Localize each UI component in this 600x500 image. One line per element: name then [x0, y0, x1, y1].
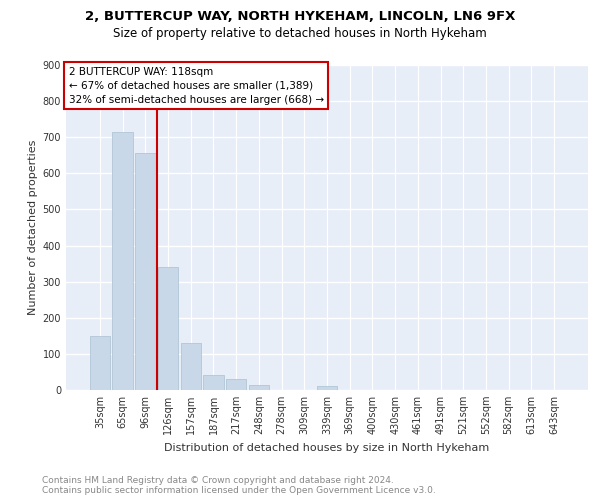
Bar	[248, 386, 269, 390]
Bar	[90, 336, 110, 390]
Y-axis label: Number of detached properties: Number of detached properties	[28, 140, 38, 315]
Text: 2, BUTTERCUP WAY, NORTH HYKEHAM, LINCOLN, LN6 9FX: 2, BUTTERCUP WAY, NORTH HYKEHAM, LINCOLN…	[85, 10, 515, 23]
Bar	[158, 267, 178, 390]
Text: 2 BUTTERCUP WAY: 118sqm
← 67% of detached houses are smaller (1,389)
32% of semi: 2 BUTTERCUP WAY: 118sqm ← 67% of detache…	[68, 66, 324, 104]
Text: Contains public sector information licensed under the Open Government Licence v3: Contains public sector information licen…	[42, 486, 436, 495]
Bar	[112, 132, 133, 390]
Text: Size of property relative to detached houses in North Hykeham: Size of property relative to detached ho…	[113, 28, 487, 40]
Bar	[226, 379, 247, 390]
Bar	[203, 375, 224, 390]
Bar	[181, 343, 201, 390]
Bar	[317, 386, 337, 390]
Bar	[135, 154, 155, 390]
Text: Contains HM Land Registry data © Crown copyright and database right 2024.: Contains HM Land Registry data © Crown c…	[42, 476, 394, 485]
X-axis label: Distribution of detached houses by size in North Hykeham: Distribution of detached houses by size …	[164, 442, 490, 452]
